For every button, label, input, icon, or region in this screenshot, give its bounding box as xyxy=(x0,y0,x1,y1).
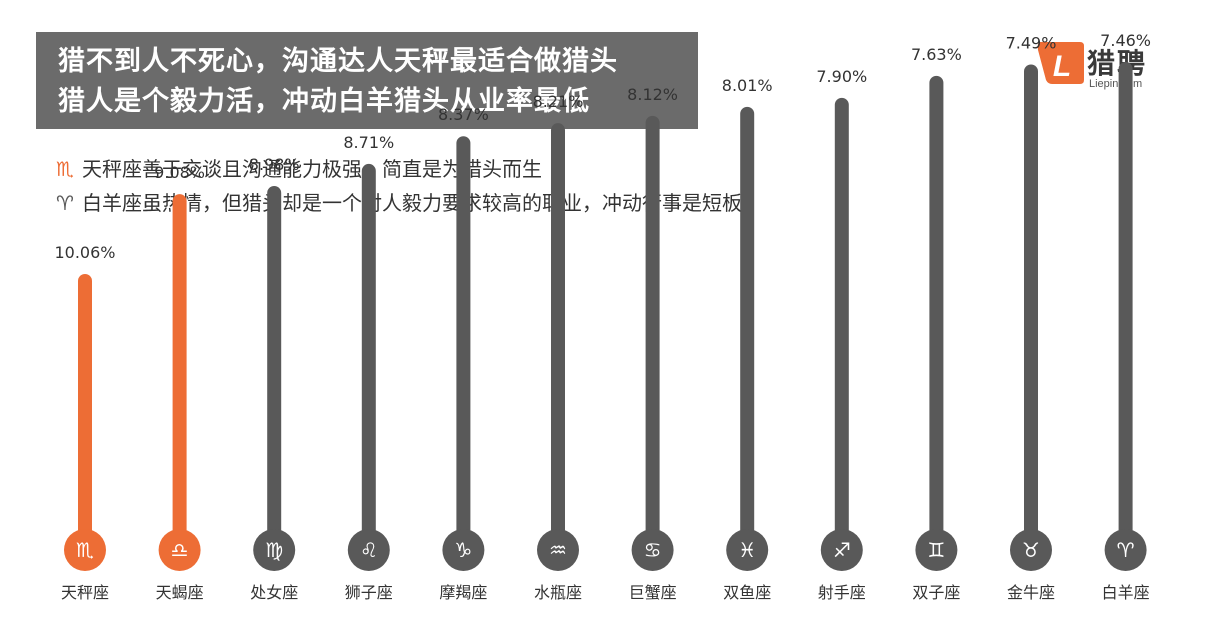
bar-value-label-1: 10.06% xyxy=(54,243,115,262)
liepin-logo: L 猎聘 Liepin.com xyxy=(1036,40,1176,96)
bar-bulb-11 xyxy=(1010,529,1052,571)
zodiac-sign-icon-1: ♏ xyxy=(76,538,94,562)
category-label-10: 双子座 xyxy=(912,583,960,602)
bar-value-label-11: 7.49% xyxy=(1006,33,1057,52)
bar-bulb-3 xyxy=(253,529,296,571)
bar-value-label-9: 7.90% xyxy=(816,67,867,86)
zodiac-sign-icon-12: ♈ xyxy=(1117,538,1135,562)
zodiac-sign-icon-8: ♓ xyxy=(738,538,756,562)
category-label-9: 射手座 xyxy=(818,583,866,602)
bar-1 xyxy=(78,274,92,550)
bar-bulb-8 xyxy=(726,529,769,571)
category-label-2: 天蝎座 xyxy=(156,583,204,602)
bar-value-label-8: 8.01% xyxy=(722,76,773,95)
bar-7 xyxy=(645,115,660,551)
bar-9 xyxy=(834,97,849,550)
headline-line-2: 猎人是个毅力活，冲动白羊猎头从业率最低 xyxy=(58,86,590,117)
note-aries: ♈ 白羊座虽热情，但猎头却是一个对人毅力要求较高的职业，冲动行事是短板 xyxy=(56,190,742,216)
logo-mark-letter: L xyxy=(1053,50,1071,83)
zodiac-sign-icon-2: ♎ xyxy=(171,538,189,562)
zodiac-sign-icon-6: ♒ xyxy=(549,538,567,562)
bar-10 xyxy=(929,75,944,550)
bar-bulb-1 xyxy=(64,529,106,571)
bar-bulb-10 xyxy=(915,529,958,571)
bar-3 xyxy=(267,185,282,550)
bar-value-label-12: 7.46% xyxy=(1100,31,1151,50)
bar-6 xyxy=(551,123,565,551)
bar-value-label-2: 9.08% xyxy=(154,163,205,182)
bar-bulb-5 xyxy=(442,529,485,571)
bar-8 xyxy=(740,106,755,550)
bar-bulb-7 xyxy=(631,529,674,571)
bar-bulb-2 xyxy=(158,529,201,571)
zodiac-sign-icon-3: ♍ xyxy=(265,538,283,562)
category-label-7: 巨蟹座 xyxy=(629,583,677,602)
bar-11 xyxy=(1024,64,1038,550)
zodiac-sign-icon-11: ♉ xyxy=(1022,538,1040,562)
bar-bulb-6 xyxy=(537,529,579,571)
bar-2 xyxy=(172,194,187,551)
bar-value-label-10: 7.63% xyxy=(911,45,962,64)
zodiac-sign-icon-10: ♊ xyxy=(927,538,945,562)
category-label-12: 白羊座 xyxy=(1102,583,1150,602)
bar-value-label-5: 8.37% xyxy=(438,105,489,124)
bar-bulb-4 xyxy=(347,529,390,571)
bar-value-label-3: 8.98% xyxy=(249,155,300,174)
bar-5 xyxy=(456,136,471,550)
zodiac-sign-icon-5: ♑ xyxy=(454,538,472,562)
bar-bulb-12 xyxy=(1104,529,1147,571)
zodiac-sign-icon-7: ♋ xyxy=(644,538,662,562)
bar-12 xyxy=(1118,62,1133,550)
bar-4 xyxy=(361,163,376,550)
category-label-4: 狮子座 xyxy=(345,583,393,602)
category-label-1: 天秤座 xyxy=(61,583,109,602)
bar-bulb-9 xyxy=(820,529,863,571)
zodiac-sign-icon-9: ♐ xyxy=(833,538,851,562)
category-label-3: 处女座 xyxy=(250,583,298,602)
logo-name-cn: 猎聘 xyxy=(1087,47,1148,80)
scorpio-sign-icon: ♏ xyxy=(56,157,74,181)
category-label-8: 双鱼座 xyxy=(723,583,771,602)
headline-box: 猎不到人不死心，沟通达人天秤最适合做猎头 猎人是个毅力活，冲动白羊猎头从业率最低 xyxy=(36,32,698,129)
bar-value-label-7: 8.12% xyxy=(627,85,678,104)
bar-value-label-6: 8.21% xyxy=(533,92,584,111)
liepin-logo-mark-icon: L xyxy=(1037,42,1084,84)
note-aries-text: 白羊座虽热情，但猎头却是一个对人毅力要求较高的职业，冲动行事是短板 xyxy=(82,191,742,215)
category-label-6: 水瓶座 xyxy=(534,583,582,602)
category-label-11: 金牛座 xyxy=(1007,583,1055,602)
headline-line-1: 猎不到人不死心，沟通达人天秤最适合做猎头 xyxy=(58,46,618,77)
bar-value-label-4: 8.71% xyxy=(343,133,394,152)
aries-sign-icon: ♈ xyxy=(56,191,74,215)
zodiac-sign-icon-4: ♌ xyxy=(360,538,378,562)
category-label-5: 摩羯座 xyxy=(439,583,487,602)
